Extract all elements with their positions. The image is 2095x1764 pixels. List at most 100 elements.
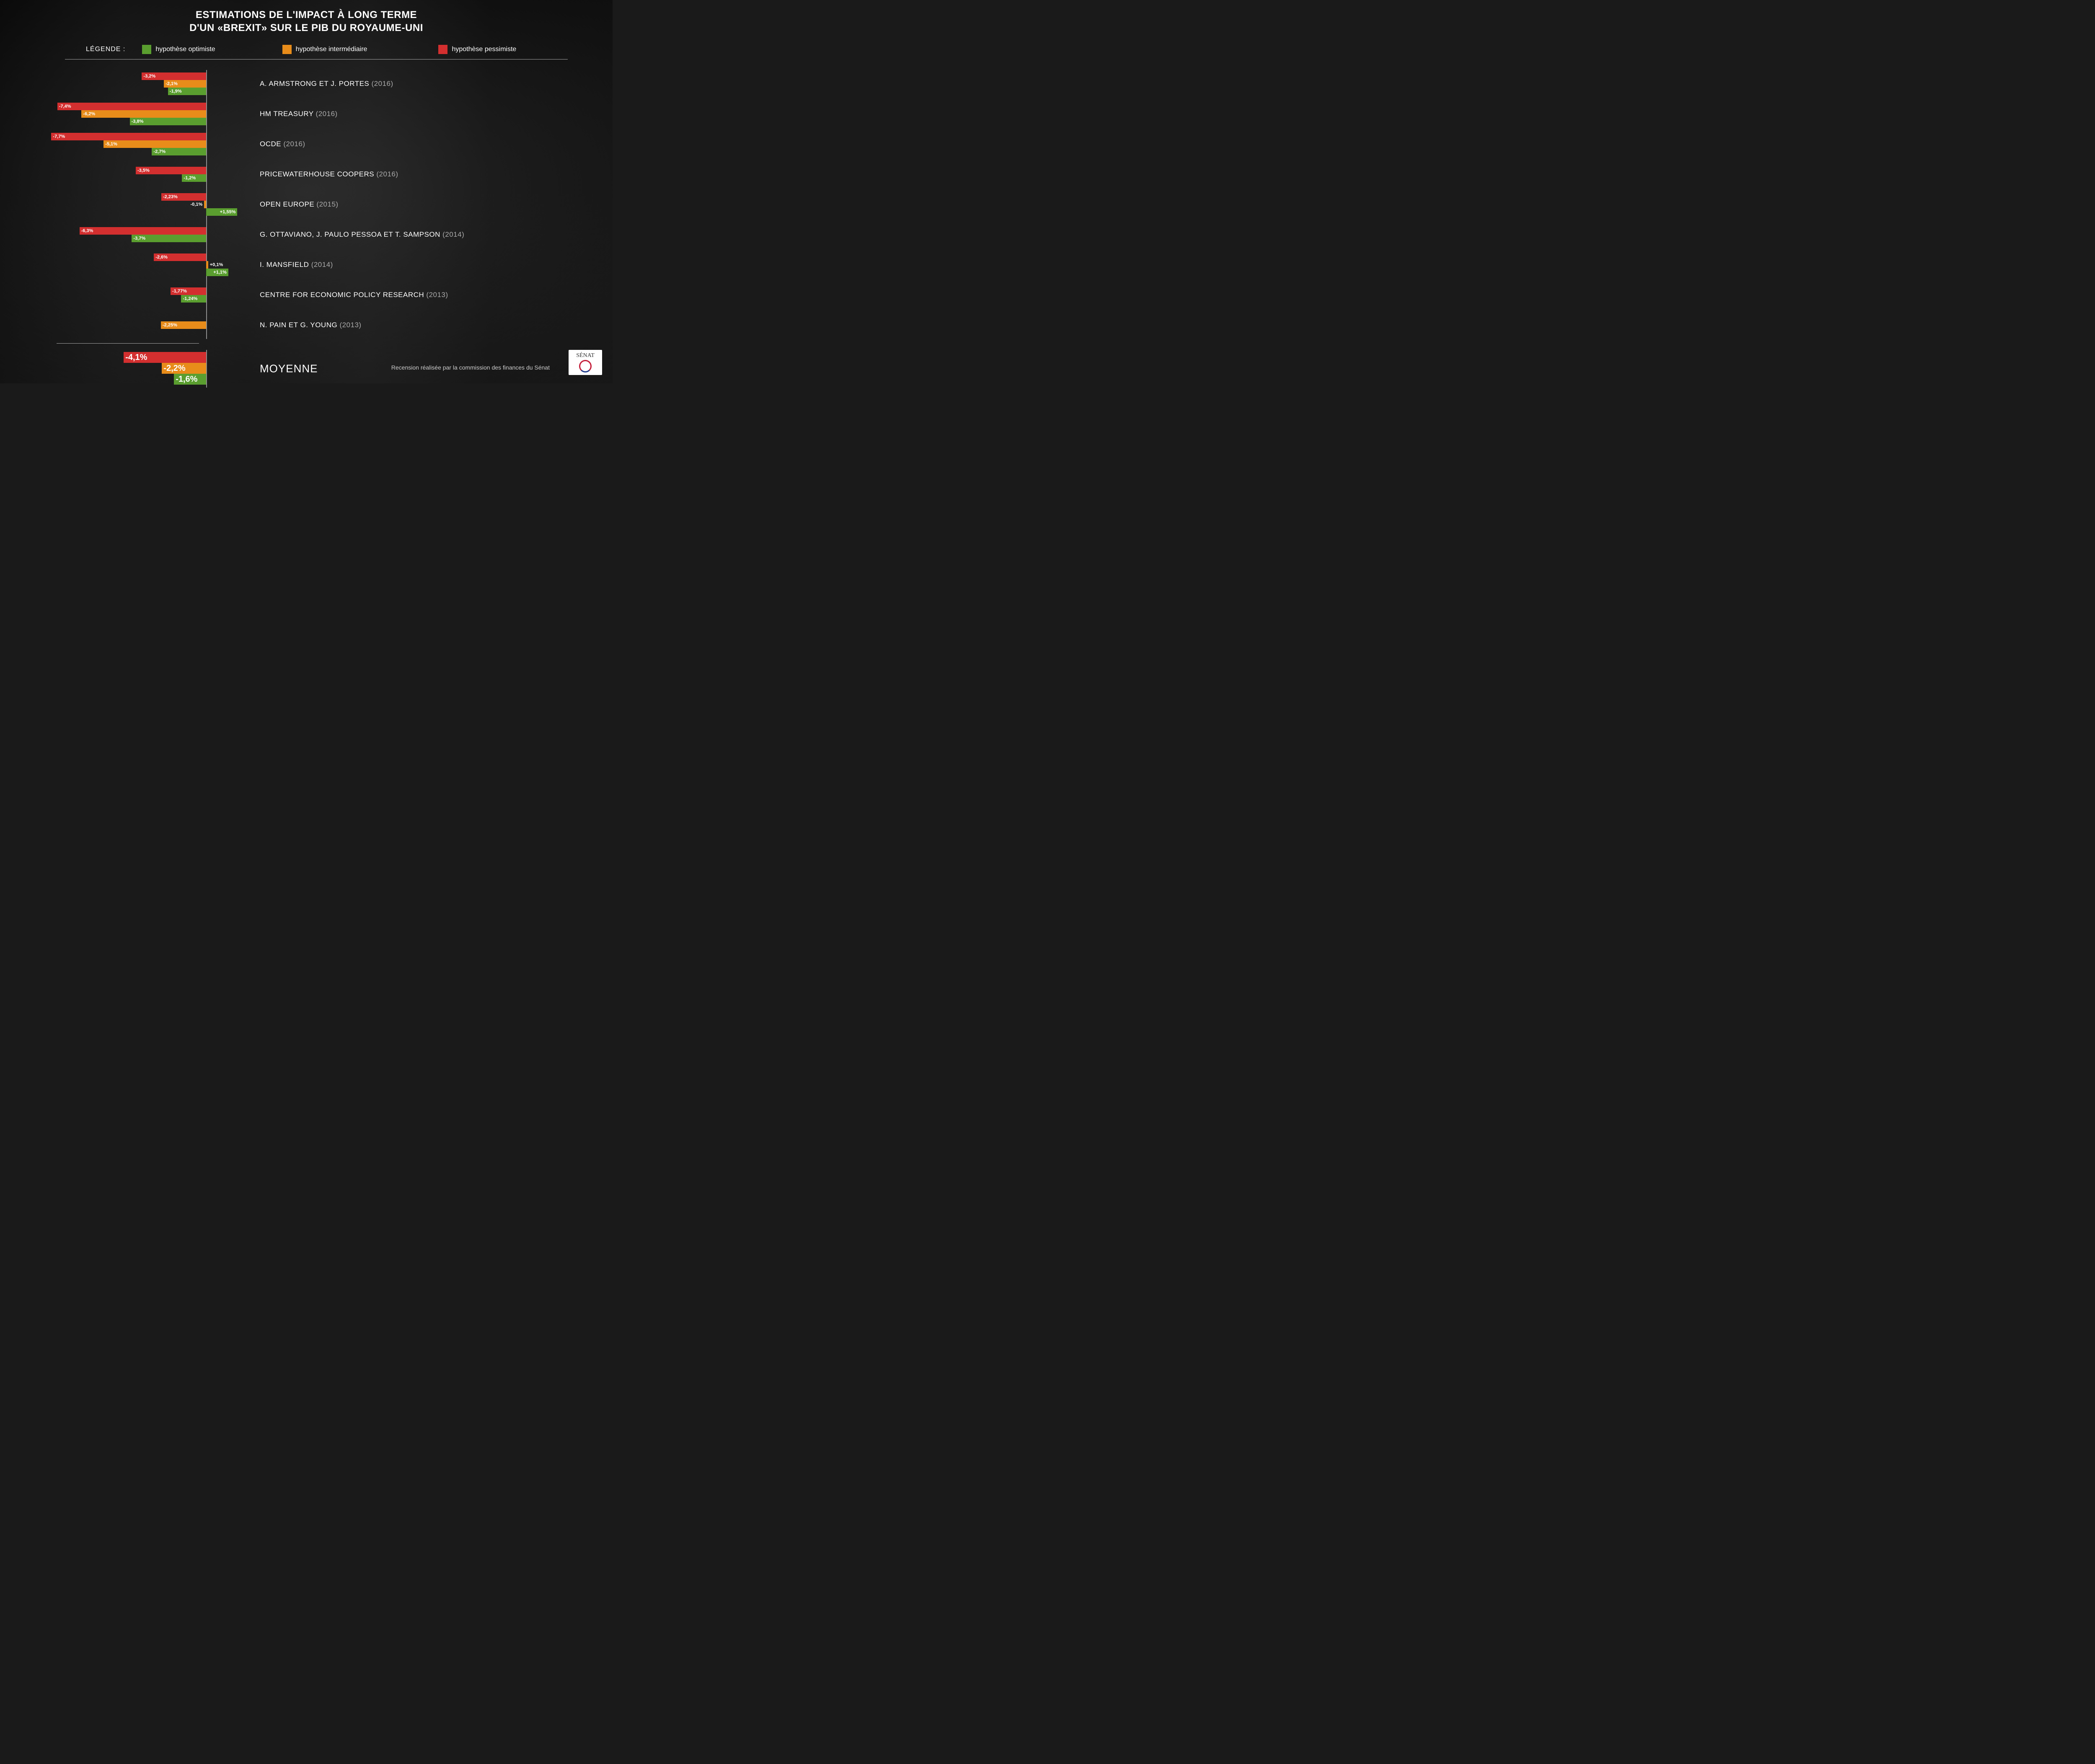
study-year: (2015): [316, 200, 338, 208]
bar-value-label: -2,23%: [161, 194, 179, 199]
study-name-text: G. OTTAVIANO, J. PAULO PESSOA ET T. SAMP…: [260, 230, 442, 238]
study-name: G. OTTAVIANO, J. PAULO PESSOA ET T. SAMP…: [260, 230, 464, 239]
bar-value-label: -6,3%: [80, 228, 95, 233]
study-name-text: N. PAIN ET G. YOUNG: [260, 321, 339, 329]
study-row: -3,5% -1,2% PRICEWATERHOUSE COOPERS (2016): [25, 160, 596, 188]
study-row: -2,23% -0,1% +1,55% OPEN EUROPE (2015): [25, 191, 596, 218]
bar-value-label: -6,2%: [81, 111, 97, 116]
study-row: -2,6%+0,1% +1,1% I. MANSFIELD (2014): [25, 251, 596, 279]
bars-container: -3,2% -2,1%-1,9%: [25, 70, 260, 98]
study-row: -1,77%-1,24%CENTRE FOR ECONOMIC POLICY R…: [25, 281, 596, 309]
bar-value-label: -1,2%: [182, 176, 197, 181]
bar: -7,7%: [51, 133, 206, 140]
study-name: OCDE (2016): [260, 140, 305, 148]
bar-value-label: -5,1%: [103, 142, 119, 147]
swatch-pessimiste: [438, 45, 447, 54]
study-year: (2013): [426, 291, 448, 299]
bar-value-label: -3,2%: [142, 74, 157, 79]
bar: -1,77%: [171, 287, 206, 295]
bar: -3,7%: [132, 235, 206, 242]
title-line-1: ESTIMATIONS DE L'IMPACT À LONG TERME: [17, 8, 596, 21]
bar: -3,5%: [136, 167, 206, 174]
study-year: (2014): [311, 261, 333, 269]
bar: -7,4%: [57, 103, 206, 110]
study-year: (2016): [283, 140, 305, 148]
bar: -1,24%: [181, 295, 206, 303]
bars-container: -2,23% -0,1% +1,55%: [25, 191, 260, 218]
moyenne-zero-line: [206, 350, 207, 388]
swatch-optimiste: [142, 45, 151, 54]
bars-container: -2,6%+0,1% +1,1%: [25, 251, 260, 279]
bar: -2,25%: [161, 321, 206, 329]
bars-container: -7,4% -6,2% -3,8%: [25, 100, 260, 128]
study-name: HM TREASURY (2016): [260, 110, 338, 118]
moyenne-label: MOYENNE: [260, 362, 318, 375]
study-name-text: OCDE: [260, 140, 283, 148]
bar-value-label: -7,7%: [51, 134, 67, 139]
bars-container: -3,5% -1,2%: [25, 160, 260, 188]
bar-value-label: -3,8%: [130, 119, 145, 124]
study-year: (2016): [376, 170, 398, 178]
bar: -2,23%: [161, 193, 206, 201]
study-year: (2013): [339, 321, 361, 329]
bar-value-label: -3,5%: [136, 168, 151, 173]
legend-text-optimiste: hypothèse optimiste: [155, 46, 215, 53]
bar-value-label: -0,1%: [189, 202, 204, 207]
title-line-2: D'UN «BREXIT» SUR LE PIB DU ROYAUME-UNI: [17, 21, 596, 34]
study-name: N. PAIN ET G. YOUNG (2013): [260, 321, 362, 329]
bar: -2,7%: [152, 148, 206, 155]
bar-value-label: -1,77%: [171, 289, 189, 294]
bar: -6,3%: [80, 227, 206, 235]
bars-container: -2,25%: [25, 311, 260, 339]
study-name: A. ARMSTRONG ET J. PORTES (2016): [260, 80, 393, 88]
bar: +1,1%: [206, 269, 228, 276]
bar: +0,1%: [206, 261, 208, 269]
bar: +1,55%: [206, 208, 237, 216]
bar: -3,8%: [130, 118, 206, 125]
bar-value-label: -7,4%: [57, 104, 73, 109]
bar-value-label: +1,55%: [218, 210, 238, 215]
bar-value-label: -2,7%: [152, 149, 167, 154]
study-name-text: HM TREASURY: [260, 110, 316, 118]
bars-container: -7,7% -5,1% -2,7%: [25, 130, 260, 158]
moyenne-bar: -2,2%: [162, 363, 206, 374]
bar: -1,9%: [168, 88, 206, 95]
bar: -2,1%: [164, 80, 206, 88]
study-row: -2,25% N. PAIN ET G. YOUNG (2013): [25, 311, 596, 339]
bars-container: -1,77%-1,24%: [25, 281, 260, 309]
legend-item-pessimiste: hypothèse pessimiste: [438, 45, 516, 54]
study-name-text: CENTRE FOR ECONOMIC POLICY RESEARCH: [260, 291, 426, 299]
bar: -1,2%: [182, 174, 206, 182]
legend-item-intermediaire: hypothèse intermédiaire: [282, 45, 367, 54]
bar-value-label: -1,9%: [168, 89, 184, 94]
study-name-text: OPEN EUROPE: [260, 200, 316, 208]
study-row: -7,7% -5,1% -2,7% OCDE (2016): [25, 130, 596, 158]
bar-value-label: +1,1%: [212, 270, 228, 275]
study-year: (2016): [316, 110, 338, 118]
bar: -0,1%: [204, 201, 206, 208]
bars-container: -6,3% -3,7%: [25, 221, 260, 248]
study-year: (2014): [442, 230, 464, 238]
moyenne-row: -4,1% -2,2% -1,6% MOYENNE: [25, 350, 596, 388]
chart-area: -3,2% -2,1%-1,9% A. ARMSTRONG ET J. PORTES…: [25, 70, 596, 339]
moyenne-divider: [57, 343, 199, 344]
content-container: ESTIMATIONS DE L'IMPACT À LONG TERME D'U…: [0, 0, 613, 396]
study-name-text: I. MANSFIELD: [260, 261, 311, 269]
moyenne-bar: -4,1%: [124, 352, 206, 363]
study-name: CENTRE FOR ECONOMIC POLICY RESEARCH (201…: [260, 291, 448, 299]
page-title: ESTIMATIONS DE L'IMPACT À LONG TERME D'U…: [17, 8, 596, 34]
bar: -5,1%: [103, 140, 206, 148]
moyenne-bar-label: -1,6%: [174, 375, 199, 384]
legend-item-optimiste: hypothèse optimiste: [142, 45, 215, 54]
moyenne-bar-label: -4,1%: [124, 353, 149, 362]
moyenne-bar-label: -2,2%: [162, 364, 187, 373]
study-row: -7,4% -6,2% -3,8% HM TREASURY (2016): [25, 100, 596, 128]
bar: -3,2%: [142, 72, 206, 80]
bar: -2,6%: [154, 253, 206, 261]
study-year: (2016): [371, 80, 393, 88]
study-name-text: A. ARMSTRONG ET J. PORTES: [260, 80, 371, 88]
study-row: -6,3% -3,7% G. OTTAVIANO, J. PAULO PESSOA …: [25, 221, 596, 248]
legend: LÉGENDE : hypothèse optimiste hypothèse …: [86, 45, 596, 59]
study-name: PRICEWATERHOUSE COOPERS (2016): [260, 170, 398, 178]
swatch-intermediaire: [282, 45, 292, 54]
